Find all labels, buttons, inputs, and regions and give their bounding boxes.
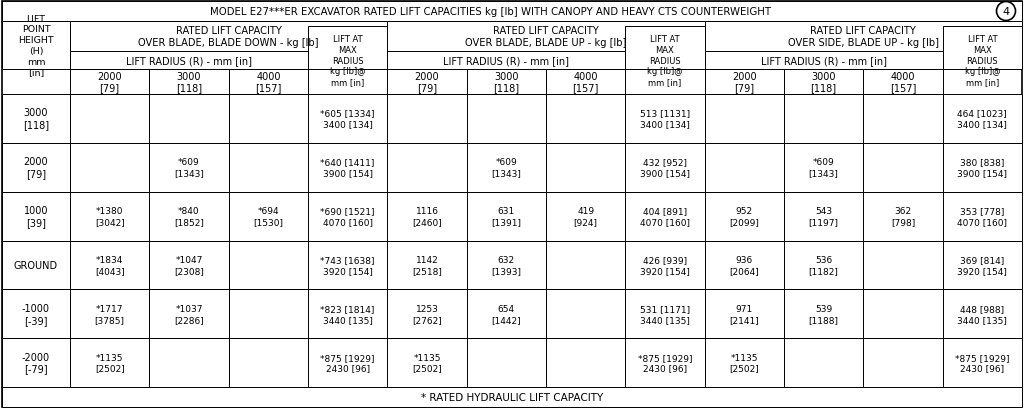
- Text: 4000
[157]: 4000 [157]: [572, 71, 599, 93]
- Text: 513 [1131]
3400 [134]: 513 [1131] 3400 [134]: [640, 109, 690, 129]
- Bar: [705, 52, 943, 70]
- Bar: [626, 338, 705, 387]
- Bar: [70, 338, 150, 387]
- Text: 654
[1442]: 654 [1442]: [492, 304, 521, 324]
- Bar: [705, 290, 784, 338]
- Bar: [2, 290, 70, 338]
- Text: LIFT AT
MAX
RADIUS
kg [lb]@
mm [in]: LIFT AT MAX RADIUS kg [lb]@ mm [in]: [965, 35, 1000, 87]
- Text: *840
[1852]: *840 [1852]: [174, 207, 204, 227]
- Bar: [2, 95, 70, 144]
- Bar: [228, 241, 308, 290]
- Text: 3000
[118]: 3000 [118]: [494, 71, 519, 93]
- Bar: [863, 192, 943, 241]
- Text: GROUND: GROUND: [14, 260, 58, 270]
- Bar: [308, 27, 387, 70]
- Bar: [784, 338, 863, 387]
- Bar: [863, 70, 943, 95]
- Text: *640 [1411]
3900 [154]: *640 [1411] 3900 [154]: [321, 158, 375, 178]
- Bar: [387, 241, 467, 290]
- Text: 4: 4: [1002, 7, 1010, 17]
- Text: 404 [891]
4070 [160]: 404 [891] 4070 [160]: [640, 207, 690, 227]
- Text: *609
[1343]: *609 [1343]: [174, 158, 204, 178]
- Bar: [705, 144, 784, 192]
- Text: 1142
[2518]: 1142 [2518]: [412, 255, 442, 275]
- Text: *1717
[3785]: *1717 [3785]: [94, 304, 125, 324]
- Bar: [546, 290, 626, 338]
- Bar: [387, 22, 705, 52]
- Bar: [784, 241, 863, 290]
- Bar: [546, 241, 626, 290]
- Bar: [546, 70, 626, 95]
- Bar: [228, 144, 308, 192]
- Bar: [2, 387, 1022, 407]
- Bar: [467, 144, 546, 192]
- Bar: [2, 144, 70, 192]
- Bar: [228, 95, 308, 144]
- Text: 426 [939]
3920 [154]: 426 [939] 3920 [154]: [640, 255, 690, 275]
- Bar: [943, 27, 1022, 70]
- Text: 419
[924]: 419 [924]: [573, 207, 598, 227]
- Text: 1253
[2762]: 1253 [2762]: [412, 304, 442, 324]
- Bar: [467, 95, 546, 144]
- Text: RATED LIFT CAPACITY
OVER BLADE, BLADE UP - kg [lb]: RATED LIFT CAPACITY OVER BLADE, BLADE UP…: [465, 26, 627, 48]
- Bar: [228, 192, 308, 241]
- Bar: [705, 95, 784, 144]
- Text: 952
[2099]: 952 [2099]: [729, 207, 759, 227]
- Bar: [308, 290, 387, 338]
- Text: -1000
[-39]: -1000 [-39]: [22, 303, 50, 325]
- Text: 543
[1197]: 543 [1197]: [809, 207, 839, 227]
- Bar: [626, 27, 705, 70]
- Bar: [2, 241, 70, 290]
- Bar: [626, 290, 705, 338]
- Text: *1834
[4043]: *1834 [4043]: [95, 255, 125, 275]
- Bar: [546, 95, 626, 144]
- Bar: [308, 144, 387, 192]
- Bar: [705, 192, 784, 241]
- Bar: [150, 290, 228, 338]
- Bar: [546, 192, 626, 241]
- Bar: [467, 241, 546, 290]
- Text: 539
[1188]: 539 [1188]: [809, 304, 839, 324]
- Bar: [626, 241, 705, 290]
- Bar: [784, 290, 863, 338]
- Text: *875 [1929]
2430 [96]: *875 [1929] 2430 [96]: [638, 353, 692, 373]
- Bar: [863, 95, 943, 144]
- Text: 353 [778]
4070 [160]: 353 [778] 4070 [160]: [957, 207, 1008, 227]
- Bar: [70, 22, 387, 52]
- Bar: [943, 144, 1022, 192]
- Text: RATED LIFT CAPACITY
OVER BLADE, BLADE DOWN - kg [lb]: RATED LIFT CAPACITY OVER BLADE, BLADE DO…: [138, 26, 318, 48]
- Bar: [308, 241, 387, 290]
- Bar: [2, 2, 1022, 22]
- Bar: [387, 290, 467, 338]
- Bar: [308, 192, 387, 241]
- Bar: [705, 70, 784, 95]
- Bar: [546, 338, 626, 387]
- Text: 362
[798]: 362 [798]: [891, 207, 915, 227]
- Bar: [784, 70, 863, 95]
- Bar: [70, 290, 150, 338]
- Text: 369 [814]
3920 [154]: 369 [814] 3920 [154]: [957, 255, 1008, 275]
- Bar: [467, 192, 546, 241]
- Text: LIFT AT
MAX
RADIUS
kg [lb]@
mm [in]: LIFT AT MAX RADIUS kg [lb]@ mm [in]: [647, 35, 683, 87]
- Bar: [784, 144, 863, 192]
- Bar: [150, 192, 228, 241]
- Bar: [2, 192, 70, 241]
- Text: 432 [952]
3900 [154]: 432 [952] 3900 [154]: [640, 158, 690, 178]
- Bar: [387, 95, 467, 144]
- Text: 536
[1182]: 536 [1182]: [809, 255, 839, 275]
- Text: LIFT RADIUS (R) - mm [in]: LIFT RADIUS (R) - mm [in]: [443, 56, 569, 66]
- Text: *875 [1929]
2430 [96]: *875 [1929] 2430 [96]: [321, 353, 375, 373]
- Bar: [387, 52, 626, 70]
- Text: 3000
[118]: 3000 [118]: [176, 71, 202, 93]
- Bar: [150, 241, 228, 290]
- Bar: [626, 192, 705, 241]
- Text: * RATED HYDRAULIC LIFT CAPACITY: * RATED HYDRAULIC LIFT CAPACITY: [421, 392, 603, 402]
- Bar: [863, 241, 943, 290]
- Text: 631
[1391]: 631 [1391]: [492, 207, 521, 227]
- Text: 971
[2141]: 971 [2141]: [729, 304, 759, 324]
- Bar: [943, 290, 1022, 338]
- Text: 380 [838]
3900 [154]: 380 [838] 3900 [154]: [957, 158, 1008, 178]
- Text: *1047
[2308]: *1047 [2308]: [174, 255, 204, 275]
- Text: *690 [1521]
4070 [160]: *690 [1521] 4070 [160]: [321, 207, 375, 227]
- Bar: [863, 338, 943, 387]
